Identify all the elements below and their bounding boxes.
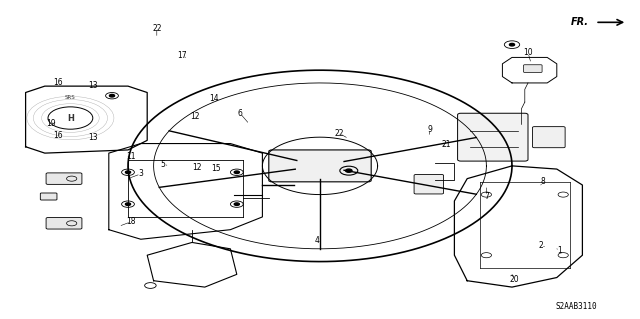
Text: FR.: FR.	[571, 17, 589, 27]
Text: 14: 14	[209, 94, 220, 103]
FancyBboxPatch shape	[40, 193, 57, 200]
Text: 13: 13	[88, 81, 98, 90]
Text: 18: 18	[127, 217, 136, 226]
FancyBboxPatch shape	[269, 150, 371, 182]
FancyBboxPatch shape	[414, 174, 444, 194]
Text: H: H	[67, 114, 74, 122]
Text: 4: 4	[314, 236, 319, 245]
Circle shape	[234, 171, 239, 174]
Text: 2: 2	[538, 241, 543, 250]
Text: 11: 11	[127, 152, 136, 161]
Circle shape	[234, 203, 239, 205]
FancyBboxPatch shape	[532, 127, 565, 148]
Text: 17: 17	[177, 51, 188, 60]
Text: 10: 10	[523, 48, 533, 57]
Text: 22: 22	[335, 129, 344, 138]
Circle shape	[125, 171, 131, 174]
Text: 6: 6	[237, 109, 243, 118]
Text: 13: 13	[88, 133, 98, 142]
FancyBboxPatch shape	[46, 218, 82, 229]
FancyBboxPatch shape	[458, 113, 528, 161]
Text: 12: 12	[193, 163, 202, 172]
Text: 22: 22	[152, 24, 161, 33]
Text: 15: 15	[211, 164, 221, 173]
Text: 16: 16	[52, 131, 63, 140]
Text: 20: 20	[509, 275, 519, 284]
Text: S2AAB3110: S2AAB3110	[555, 302, 597, 311]
Text: 7: 7	[484, 192, 489, 201]
Circle shape	[509, 43, 515, 46]
Text: 19: 19	[46, 119, 56, 128]
Text: 9: 9	[428, 125, 433, 134]
Text: 12: 12	[191, 112, 200, 121]
Text: 16: 16	[52, 78, 63, 87]
Circle shape	[346, 169, 352, 172]
Text: 1: 1	[557, 246, 563, 255]
Text: 3: 3	[138, 169, 143, 178]
FancyBboxPatch shape	[46, 173, 82, 184]
Circle shape	[125, 203, 131, 205]
FancyBboxPatch shape	[524, 65, 542, 72]
Text: 8: 8	[540, 177, 545, 186]
Text: 21: 21	[442, 140, 451, 149]
Text: SRS: SRS	[65, 95, 76, 100]
Text: 5: 5	[161, 160, 166, 169]
Circle shape	[109, 94, 115, 97]
